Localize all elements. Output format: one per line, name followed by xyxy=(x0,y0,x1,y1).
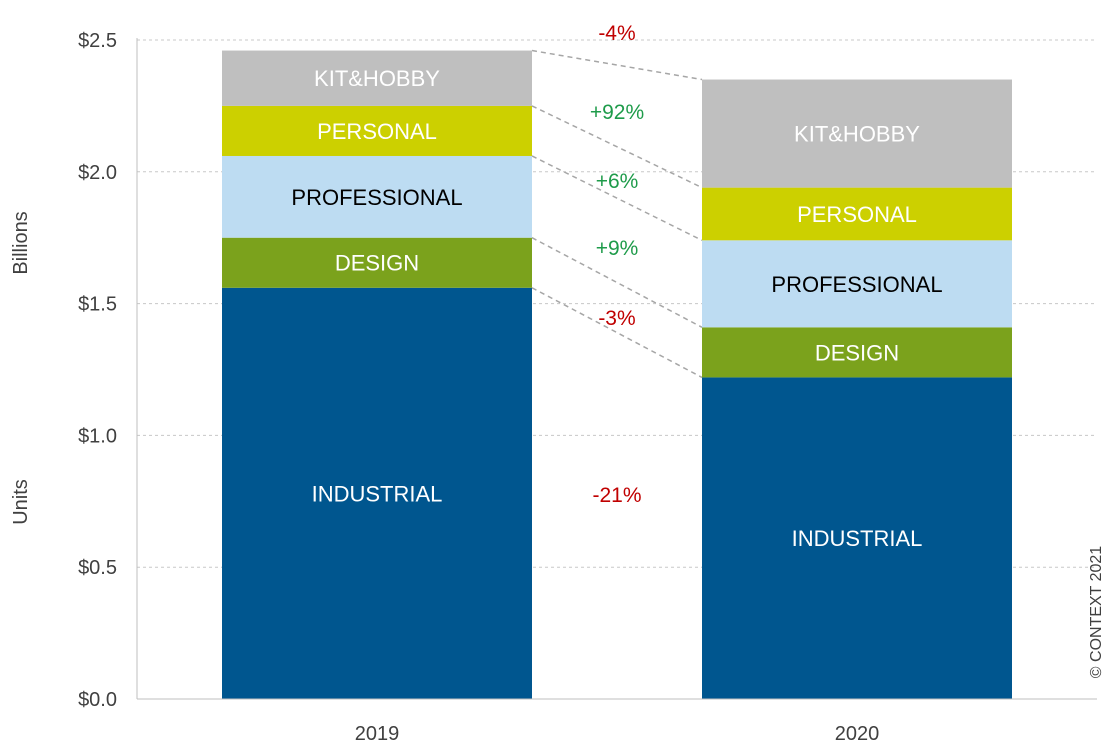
bars: INDUSTRIAL DESIGN PROFESSIONAL PERSONAL KIT&… xyxy=(222,50,1012,699)
y-tick-label: $1.0 xyxy=(78,425,117,447)
segment-label: PROFESSIONAL xyxy=(771,272,942,297)
y-tick-label: $0.5 xyxy=(78,557,117,579)
x-tick-label: 2020 xyxy=(835,723,880,744)
segment-label: INDUSTRIAL xyxy=(312,481,443,506)
y-tick-label: $2.0 xyxy=(78,162,117,184)
connector-line xyxy=(531,155,703,242)
change-label: +92% xyxy=(590,101,644,124)
segment-label: PERSONAL xyxy=(317,119,437,144)
y-axis: $0.0 $0.5 $1.0 $1.5 $2.0 $2.5 xyxy=(78,30,138,711)
bar-segment xyxy=(702,327,1012,378)
connector-lines xyxy=(531,49,703,379)
bar-segment xyxy=(702,240,1012,328)
bar-segment xyxy=(702,79,1012,188)
bar-segment xyxy=(222,237,532,288)
x-tick-label: 2019 xyxy=(355,723,400,744)
x-axis: 2019 2020 xyxy=(137,698,1097,744)
change-label: -21% xyxy=(592,484,641,507)
y-axis-title-billions: Billions xyxy=(10,211,32,274)
y-tick-label: $2.5 xyxy=(78,30,117,52)
bar-segment xyxy=(702,187,1012,241)
change-label: -3% xyxy=(598,307,635,330)
bar-segment xyxy=(222,50,532,106)
segment-label: PERSONAL xyxy=(797,202,917,227)
connector-line xyxy=(531,49,703,81)
change-label: +6% xyxy=(596,170,639,193)
y-tick-label: $1.5 xyxy=(78,294,117,316)
bar-segment xyxy=(222,287,532,699)
segment-label: KIT&HOBBY xyxy=(314,66,440,91)
y-tick-label: $0.0 xyxy=(78,689,117,711)
bar-segment xyxy=(222,155,532,238)
change-label: +9% xyxy=(596,237,639,260)
y-axis-title-units: Units xyxy=(10,479,32,525)
segment-label: DESIGN xyxy=(815,340,899,365)
segment-label: DESIGN xyxy=(335,251,419,276)
segment-label: KIT&HOBBY xyxy=(794,122,920,147)
copyright-text: © CONTEXT 2021 xyxy=(1088,546,1105,679)
connector-line xyxy=(531,287,703,379)
bar-segment xyxy=(702,377,1012,699)
connector-line xyxy=(531,105,703,189)
segment-label: INDUSTRIAL xyxy=(792,526,923,551)
segment-label: PROFESSIONAL xyxy=(291,185,462,210)
change-labels: -21% -3% +9% +6% +92% -4% xyxy=(590,22,644,507)
total-change-label: -4% xyxy=(598,22,635,45)
bar-segment xyxy=(222,105,532,156)
